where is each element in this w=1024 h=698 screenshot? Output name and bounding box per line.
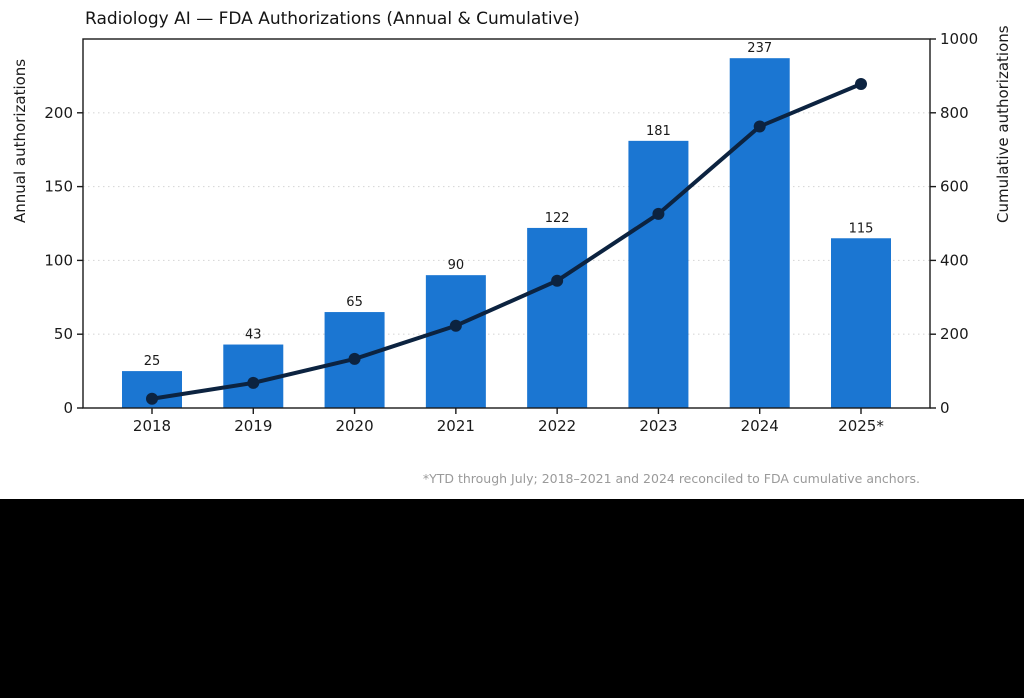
bar-label-2021: 90 (448, 258, 465, 273)
right-tick-label-1000: 1000 (940, 30, 978, 48)
bar-2025* (831, 238, 891, 408)
bar-label-2018: 25 (144, 354, 161, 369)
bar-2021 (425, 275, 486, 408)
x-tick-label-2018: 2018 (133, 417, 171, 435)
x-tick-label-2020: 2020 (335, 417, 373, 435)
bar-label-2025*: 115 (849, 221, 874, 236)
cumulative-marker-2020 (348, 352, 361, 365)
x-tick-label-2023: 2023 (639, 417, 677, 435)
bar-2024 (729, 58, 790, 409)
chart-footnote: *YTD through July; 2018–2021 and 2024 re… (422, 471, 920, 486)
bar-label-2022: 122 (545, 211, 570, 226)
right-tick-label-600: 600 (940, 178, 969, 196)
chart-title: Radiology AI — FDA Authorizations (Annua… (85, 9, 580, 29)
x-tick-label-2019: 2019 (234, 417, 272, 435)
right-tick-label-400: 400 (940, 251, 969, 269)
right-tick-label-800: 800 (940, 104, 969, 122)
cumulative-line (150, 82, 863, 401)
left-tick-label-50: 50 (54, 325, 73, 343)
bar-2023 (628, 140, 689, 408)
bottom-black-band: FDA’s radiology AI cadence remains eleva… (0, 499, 1024, 698)
bar-label-2020: 65 (346, 295, 363, 310)
plot-border (82, 38, 931, 409)
cumulative-marker-2018 (146, 392, 158, 405)
cumulative-marker-2022 (551, 274, 564, 287)
cumulative-marker-2025* (855, 78, 867, 91)
cumulative-marker-2023 (652, 207, 665, 220)
cumulative-marker-2019 (247, 376, 260, 389)
left-tick-label-100: 100 (44, 251, 73, 269)
left-tick-label-200: 200 (44, 104, 73, 122)
x-tick-label-2024: 2024 (741, 417, 779, 435)
plot-area: 25 43 65 90 122 181 237 115 0 50 100 150 200 0 200 400 6… (44, 30, 978, 435)
bar-label-2019: 43 (245, 328, 262, 343)
right-tick-label-0: 0 (940, 399, 950, 417)
bar-label-2024: 237 (747, 41, 772, 56)
cumulative-marker-2024 (753, 120, 766, 133)
bar-2022 (527, 227, 588, 408)
left-tick-label-150: 150 (44, 178, 73, 196)
x-tick-label-2025*: 2025* (838, 417, 884, 435)
bar-label-2023: 181 (646, 124, 671, 139)
x-tick-label-2021: 2021 (437, 417, 475, 435)
cumulative-marker-2021 (449, 319, 462, 332)
left-tick-label-0: 0 (63, 399, 73, 417)
x-tick-label-2022: 2022 (538, 417, 576, 435)
right-tick-label-200: 200 (940, 325, 969, 343)
